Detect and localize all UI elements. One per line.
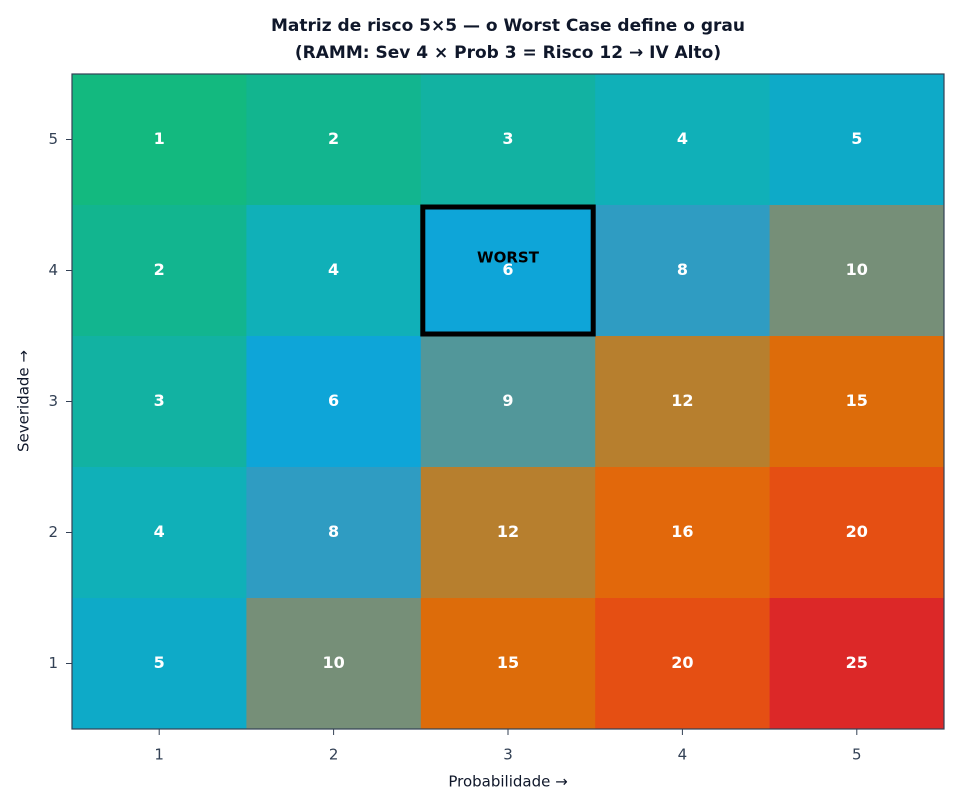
cell-label: 4 xyxy=(677,129,688,148)
cell-label: 2 xyxy=(154,260,165,279)
heatmap-cell xyxy=(420,467,596,599)
heatmap-cell xyxy=(420,336,596,468)
heatmap-cell xyxy=(420,598,596,730)
cell-label: 25 xyxy=(846,653,868,672)
heatmap-cell xyxy=(595,467,771,599)
heatmap-cell xyxy=(246,74,422,206)
chart-subtitle: (RAMM: Sev 4 × Prob 3 = Risco 12 → IV Al… xyxy=(295,43,721,63)
heatmap-cell xyxy=(72,74,247,206)
heatmap-cell xyxy=(72,598,247,730)
x-tick-label: 4 xyxy=(678,746,688,764)
heatmap-cell xyxy=(595,598,771,730)
x-tick-label: 5 xyxy=(852,746,862,764)
y-tick-label: 1 xyxy=(48,654,58,672)
cell-label: 4 xyxy=(328,260,339,279)
cell-label: 3 xyxy=(154,391,165,410)
heatmap-cell xyxy=(595,205,771,337)
heatmap-cell xyxy=(595,74,771,206)
cell-label: 20 xyxy=(671,653,693,672)
heatmap-cell xyxy=(246,598,422,730)
cell-label: 8 xyxy=(328,522,339,541)
cell-label: 6 xyxy=(328,391,339,410)
heatmap-cell xyxy=(420,205,596,337)
heatmap-cell xyxy=(420,74,596,206)
heatmap-cell xyxy=(595,336,771,468)
cell-label: 10 xyxy=(322,653,344,672)
cell-label: 6 xyxy=(502,260,513,279)
cell-label: 16 xyxy=(671,522,693,541)
cell-label: 5 xyxy=(851,129,862,148)
cell-label: 15 xyxy=(497,653,519,672)
heatmap-cell xyxy=(246,467,422,599)
heatmap-cell xyxy=(72,467,247,599)
heatmap-cell xyxy=(769,598,945,730)
highlight-label: WORST xyxy=(477,249,540,267)
cell-label: 9 xyxy=(502,391,513,410)
heatmap-cell xyxy=(769,336,945,468)
x-axis-label: Probabilidade → xyxy=(448,773,567,791)
y-tick-label: 5 xyxy=(48,130,58,148)
highlight-box xyxy=(420,204,596,337)
cell-label: 1 xyxy=(154,129,165,148)
cell-label: 3 xyxy=(502,129,513,148)
cell-label: 12 xyxy=(671,391,693,410)
x-tick-label: 1 xyxy=(154,746,164,764)
heatmap-cell xyxy=(246,205,422,337)
heatmap-cell xyxy=(769,74,945,206)
x-tick-label: 3 xyxy=(503,746,513,764)
y-tick-label: 2 xyxy=(48,523,58,541)
heatmap-cell xyxy=(246,336,422,468)
y-tick-label: 3 xyxy=(48,392,58,410)
heatmap-cell xyxy=(769,467,945,599)
cell-label: 12 xyxy=(497,522,519,541)
cell-label: 15 xyxy=(846,391,868,410)
chart-title: Matriz de risco 5×5 — o Worst Case defin… xyxy=(271,16,745,36)
heatmap-cell xyxy=(769,205,945,337)
cell-label: 20 xyxy=(846,522,868,541)
x-tick-label: 2 xyxy=(329,746,339,764)
cell-label: 8 xyxy=(677,260,688,279)
cell-label: 5 xyxy=(154,653,165,672)
cell-label: 10 xyxy=(846,260,868,279)
heatmap-cell xyxy=(72,336,247,468)
cell-label: 4 xyxy=(154,522,165,541)
y-tick-label: 4 xyxy=(48,261,58,279)
heatmap-cell xyxy=(72,205,247,337)
cell-label: 2 xyxy=(328,129,339,148)
y-axis-label: Severidade → xyxy=(15,350,33,452)
